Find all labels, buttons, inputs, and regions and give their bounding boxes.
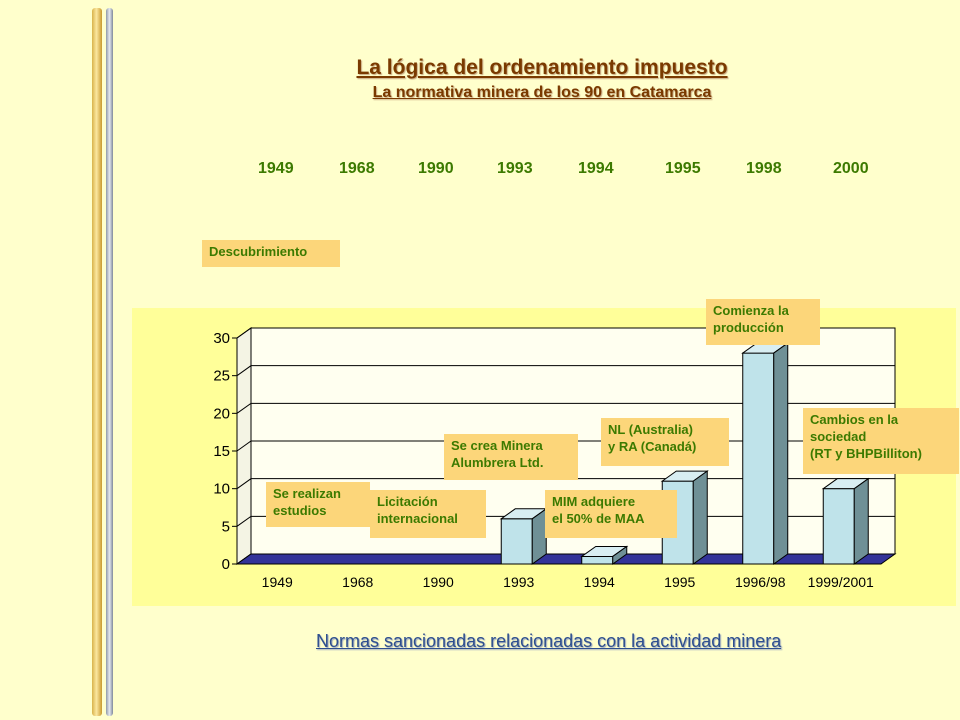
bar-side bbox=[773, 342, 789, 565]
annotation-mim-adquiere: MIM adquiere el 50% de MAA bbox=[545, 490, 677, 538]
bar-side bbox=[531, 507, 547, 565]
x-tick-label: 1949 bbox=[262, 574, 293, 590]
annotation-descubrimiento: Descubrimiento bbox=[202, 240, 340, 267]
bar bbox=[741, 342, 790, 565]
annotation-comienza-produccion: Comienza la producción bbox=[706, 299, 820, 345]
y-tick-label: 5 bbox=[222, 518, 230, 535]
bar bbox=[580, 545, 629, 565]
y-tick-label: 25 bbox=[213, 368, 230, 385]
x-tick-label: 1968 bbox=[342, 574, 373, 590]
bar-side bbox=[612, 545, 628, 565]
page-title: La lógica del ordenamiento impuesto bbox=[356, 56, 728, 79]
timeline-year: 2000 bbox=[833, 160, 869, 177]
bar bbox=[821, 477, 870, 565]
decorative-gold-bar bbox=[92, 8, 102, 716]
bar bbox=[499, 507, 548, 565]
timeline-year: 1993 bbox=[497, 160, 533, 177]
timeline-year: 1949 bbox=[258, 160, 294, 177]
timeline-year: 1990 bbox=[418, 160, 454, 177]
annotation-se-crea-minera: Se crea Minera Alumbrera Ltd. bbox=[444, 434, 578, 480]
y-tick-label: 30 bbox=[213, 330, 230, 347]
bar-side bbox=[853, 477, 869, 565]
x-tick-label: 1995 bbox=[664, 574, 695, 590]
bar-side bbox=[692, 470, 708, 565]
gridline bbox=[236, 365, 895, 377]
gridline bbox=[236, 402, 895, 414]
annotation-cambios-sociedad: Cambios en la sociedad (RT y BHPBilliton) bbox=[803, 408, 959, 474]
bar-front bbox=[822, 488, 855, 565]
x-tick-label: 1996/98 bbox=[735, 574, 786, 590]
y-tick-label: 10 bbox=[213, 481, 230, 498]
timeline-year: 1994 bbox=[578, 160, 614, 177]
x-tick-label: 1993 bbox=[503, 574, 534, 590]
x-tick-label: 1990 bbox=[423, 574, 454, 590]
bar-front bbox=[742, 352, 775, 565]
annotation-licitacion: Licitación internacional bbox=[370, 490, 486, 538]
y-tick-label: 15 bbox=[213, 443, 230, 460]
bar-front bbox=[500, 518, 533, 565]
timeline-year: 1995 bbox=[665, 160, 701, 177]
y-tick-label: 20 bbox=[213, 405, 230, 422]
timeline-year: 1998 bbox=[746, 160, 782, 177]
gridline bbox=[236, 327, 895, 339]
annotation-se-realizan-estudios: Se realizan estudios bbox=[266, 482, 370, 527]
timeline-year: 1968 bbox=[339, 160, 375, 177]
y-tick-label: 0 bbox=[222, 556, 230, 573]
chart-floor bbox=[235, 553, 897, 565]
bar-front bbox=[581, 555, 614, 565]
page-subtitle: La normativa minera de los 90 en Catamar… bbox=[372, 84, 712, 101]
decorative-silver-bar bbox=[106, 8, 113, 716]
annotation-nl-ra: NL (Australia) y RA (Canadá) bbox=[601, 418, 729, 466]
x-tick-label: 1994 bbox=[584, 574, 615, 590]
chart-caption: Normas sancionadas relacionadas con la a… bbox=[316, 631, 782, 651]
x-tick-label: 1999/2001 bbox=[808, 574, 874, 590]
